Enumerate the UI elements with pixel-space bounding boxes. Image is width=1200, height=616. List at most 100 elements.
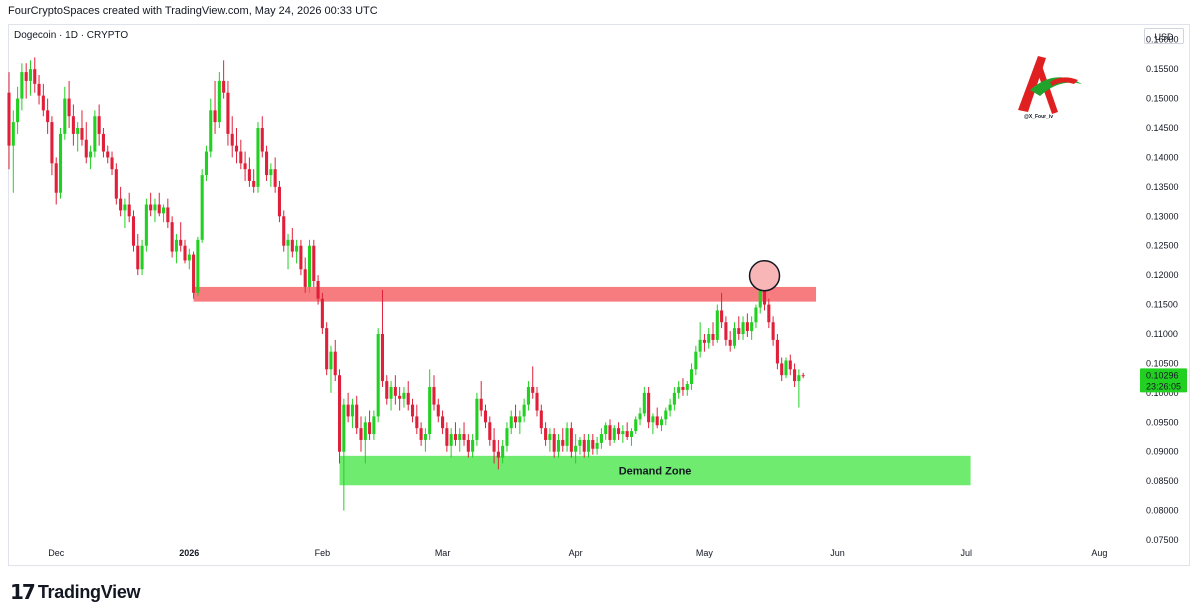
candle [449,428,453,458]
candle-body [462,434,466,440]
candle [16,86,20,134]
candle-body [707,334,711,343]
candle-body [33,69,37,84]
candle-body [694,351,698,370]
candle-body [299,245,303,270]
price-tick-label: 0.11000 [1146,329,1178,339]
candle [11,110,15,193]
candle-body [617,428,621,435]
candle-body [144,204,148,246]
candle-body [20,72,24,99]
candle-body [127,204,131,217]
currency-button[interactable]: USD [1144,28,1184,44]
candle-body [784,360,788,376]
candle-body [797,375,801,382]
candle-body [677,386,681,393]
candle-body [428,386,432,435]
candle-body [702,339,706,343]
candle [106,145,110,164]
candle-body [243,163,247,170]
candle-body [234,145,239,152]
candle-body [402,392,406,399]
candle [161,204,166,223]
candle-body [58,133,63,193]
candle [544,422,548,446]
time-tick-label: Jul [961,548,973,558]
candle-body [166,207,170,223]
candle-body [213,110,217,123]
candle [410,398,415,423]
candle [153,198,157,223]
candle [170,216,174,258]
candle [355,395,359,435]
candle [569,422,573,458]
time-tick-label: Jun [830,548,845,558]
candle [565,422,569,452]
candle [80,110,84,146]
candle [458,428,462,452]
candle-body [599,434,603,443]
candle [54,157,58,205]
candle-body [552,434,556,452]
candle-body [410,404,415,417]
price-tick-label: 0.13500 [1146,182,1179,192]
candle [715,304,719,343]
candle [668,398,672,417]
logo-handle: @X_Four_iv [1024,114,1054,120]
candle-body [406,392,410,405]
candle-body [67,98,71,117]
candle [286,233,290,270]
candle [647,386,651,429]
candle-body [355,404,359,429]
candle-body [544,428,548,440]
candle-body [196,239,200,293]
candle [97,104,101,146]
candle-body [621,431,625,435]
candle [385,375,389,405]
candle [625,422,629,440]
candle-body [161,207,166,214]
candle-body [149,204,153,211]
candle-body [724,322,728,340]
candle-body [574,445,578,452]
candle [7,72,11,170]
candle [76,122,80,152]
candle-body [84,139,88,158]
demand-zone-label: Demand Zone [619,466,692,478]
candle-body [217,80,221,123]
time-tick-label: May [696,548,714,558]
candle [265,145,269,181]
candle [406,381,410,411]
candle-body [664,410,668,420]
time-axis: Dec 2026 Feb Mar Apr May Jun Jul Aug [48,548,1107,558]
candle [501,439,505,464]
candle [226,80,230,146]
candle [342,398,346,511]
candle-body [170,222,174,252]
candle [617,422,621,440]
candle [269,163,273,187]
candle [634,416,638,435]
candle [612,425,616,443]
candle-body [106,151,110,158]
candle [252,169,256,193]
symbol-title[interactable]: Dogecoin · 1D · CRYPTO [14,30,129,41]
candle-body [432,386,436,405]
candle [63,86,67,140]
tradingview-footer[interactable]: 17 TradingView [10,580,141,604]
candle [707,328,711,349]
candle [574,434,578,464]
candle [393,375,397,405]
candle-body [179,239,183,246]
candle-body [625,431,629,437]
candle-body [767,304,771,323]
candle-body [780,363,784,376]
candle-body [269,169,273,176]
candle-body [720,310,724,323]
candle [711,322,715,346]
candle [33,57,37,93]
candle-body [471,439,475,452]
candle-body [788,360,792,370]
candle [179,222,183,252]
